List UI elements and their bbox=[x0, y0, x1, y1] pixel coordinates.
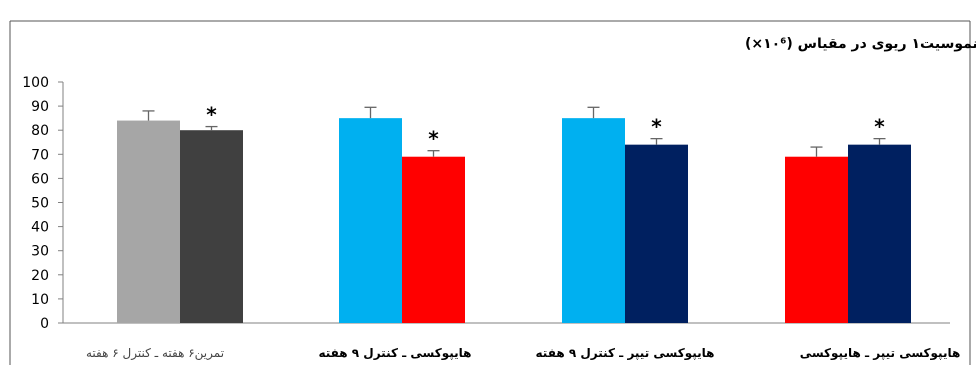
y-tick-label: 80 bbox=[31, 123, 49, 139]
category-label: هایپوکسی تیپر ـ کنترل ۹ هفته bbox=[536, 346, 715, 361]
significance-star: * bbox=[874, 115, 885, 139]
y-tick-label: 0 bbox=[40, 316, 49, 332]
y-tick-label: 70 bbox=[31, 147, 49, 163]
y-tick-label: 40 bbox=[31, 220, 49, 236]
bar bbox=[402, 156, 465, 323]
significance-star: * bbox=[206, 103, 217, 127]
y-tick-label: 30 bbox=[31, 244, 49, 260]
chart-title: میانگین جمعیت نموسیت۱ ریوی در مقیاس (۱۰⁶… bbox=[745, 35, 976, 52]
y-tick-label: 60 bbox=[31, 171, 49, 187]
y-tick-label: 100 bbox=[22, 75, 49, 91]
bar bbox=[848, 144, 911, 323]
y-tick-label: 20 bbox=[31, 268, 49, 284]
y-tick-label: 90 bbox=[31, 99, 49, 115]
category-label: هایپوکسی تیپر ـ هایپوکسی bbox=[800, 346, 961, 361]
bar bbox=[785, 156, 848, 323]
bar bbox=[339, 118, 402, 324]
y-tick-label: 50 bbox=[31, 196, 49, 212]
significance-star: * bbox=[428, 127, 439, 151]
category-label: هایپوکسی ـ کنترل ۹ هفته bbox=[318, 346, 471, 361]
bars-layer: * * * * bbox=[117, 103, 911, 324]
labels-layer: تمرین۶ هفته ـ کنترل ۶ هفته هایپوکسی ـ کنت… bbox=[86, 346, 960, 361]
y-tick-label: 10 bbox=[31, 292, 49, 308]
bar bbox=[117, 120, 180, 323]
bar bbox=[180, 130, 243, 323]
bar bbox=[562, 118, 625, 324]
category-label: تمرین۶ هفته ـ کنترل ۶ هفته bbox=[86, 346, 224, 361]
significance-star: * bbox=[651, 115, 662, 139]
bar bbox=[625, 144, 688, 323]
